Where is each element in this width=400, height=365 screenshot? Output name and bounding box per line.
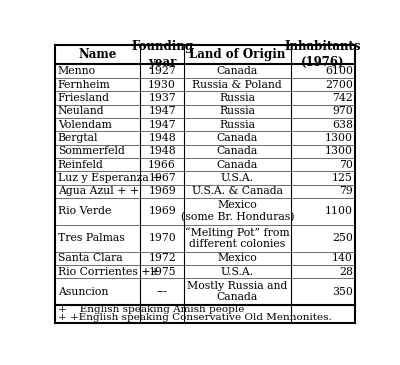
Text: Menno: Menno: [58, 66, 96, 76]
Text: 250: 250: [332, 233, 353, 243]
Text: Neuland: Neuland: [58, 106, 104, 116]
Text: Reinfeld: Reinfeld: [58, 160, 104, 170]
Text: Asuncion: Asuncion: [58, 287, 108, 297]
Text: 1300: 1300: [325, 133, 353, 143]
Text: Mexico: Mexico: [218, 253, 257, 263]
Text: “Melting Pot” from
different colonies: “Melting Pot” from different colonies: [185, 227, 290, 249]
Text: 6100: 6100: [325, 66, 353, 76]
Text: 2700: 2700: [325, 80, 353, 89]
Text: Bergtal: Bergtal: [58, 133, 98, 143]
Text: 742: 742: [332, 93, 353, 103]
Text: 1967: 1967: [148, 173, 176, 183]
Text: Santa Clara: Santa Clara: [58, 253, 122, 263]
Text: 1948: 1948: [148, 146, 176, 156]
Text: Canada: Canada: [217, 66, 258, 76]
Text: Sommerfeld: Sommerfeld: [58, 146, 125, 156]
Text: 1970: 1970: [148, 233, 176, 243]
Text: 1966: 1966: [148, 160, 176, 170]
Text: U.S.A.: U.S.A.: [221, 266, 254, 277]
Text: 70: 70: [339, 160, 353, 170]
Text: 1975: 1975: [148, 266, 176, 277]
Text: Canada: Canada: [217, 146, 258, 156]
Text: 970: 970: [332, 106, 353, 116]
Text: Volendam: Volendam: [58, 120, 112, 130]
Text: Name: Name: [78, 48, 117, 61]
Text: 1947: 1947: [148, 120, 176, 130]
Text: Russia: Russia: [219, 106, 255, 116]
Text: Fernheim: Fernheim: [58, 80, 110, 89]
Text: Russia & Poland: Russia & Poland: [192, 80, 282, 89]
Text: 1969: 1969: [148, 187, 176, 196]
Text: Inhabitants
(1976): Inhabitants (1976): [285, 41, 361, 69]
Text: 1969: 1969: [148, 207, 176, 216]
Text: +    English speaking Amish people: + English speaking Amish people: [58, 305, 244, 314]
Text: Land of Origin: Land of Origin: [189, 48, 286, 61]
Text: Rio Corrientes ++: Rio Corrientes ++: [58, 266, 159, 277]
Text: U.S.A.: U.S.A.: [221, 173, 254, 183]
Text: Rio Verde: Rio Verde: [58, 207, 111, 216]
Text: Mostly Russia and
Canada: Mostly Russia and Canada: [187, 281, 288, 302]
Text: 1948: 1948: [148, 133, 176, 143]
Text: 1937: 1937: [148, 93, 176, 103]
Text: 140: 140: [332, 253, 353, 263]
Text: 638: 638: [332, 120, 353, 130]
Text: U.S.A. & Canada: U.S.A. & Canada: [192, 187, 283, 196]
Text: Luz y Esperanza +: Luz y Esperanza +: [58, 173, 161, 183]
Text: Russia: Russia: [219, 93, 255, 103]
Text: 350: 350: [332, 287, 353, 297]
Text: 1927: 1927: [148, 66, 176, 76]
Text: 125: 125: [332, 173, 353, 183]
Text: 1947: 1947: [148, 106, 176, 116]
Text: Canada: Canada: [217, 133, 258, 143]
Text: Mexico
(some Br. Honduras): Mexico (some Br. Honduras): [180, 200, 294, 222]
Text: 1930: 1930: [148, 80, 176, 89]
Text: Founding
year: Founding year: [131, 41, 193, 69]
Text: 1100: 1100: [325, 207, 353, 216]
Text: Canada: Canada: [217, 160, 258, 170]
Text: + +English speaking Conservative Old Mennonites.: + +English speaking Conservative Old Men…: [58, 313, 332, 322]
Text: 79: 79: [339, 187, 353, 196]
Text: 1972: 1972: [148, 253, 176, 263]
Text: 1300: 1300: [325, 146, 353, 156]
Text: Agua Azul + +: Agua Azul + +: [58, 187, 139, 196]
Text: Tres Palmas: Tres Palmas: [58, 233, 124, 243]
Text: ---: ---: [157, 287, 168, 297]
Text: 28: 28: [339, 266, 353, 277]
Text: Friesland: Friesland: [58, 93, 110, 103]
Text: Russia: Russia: [219, 120, 255, 130]
